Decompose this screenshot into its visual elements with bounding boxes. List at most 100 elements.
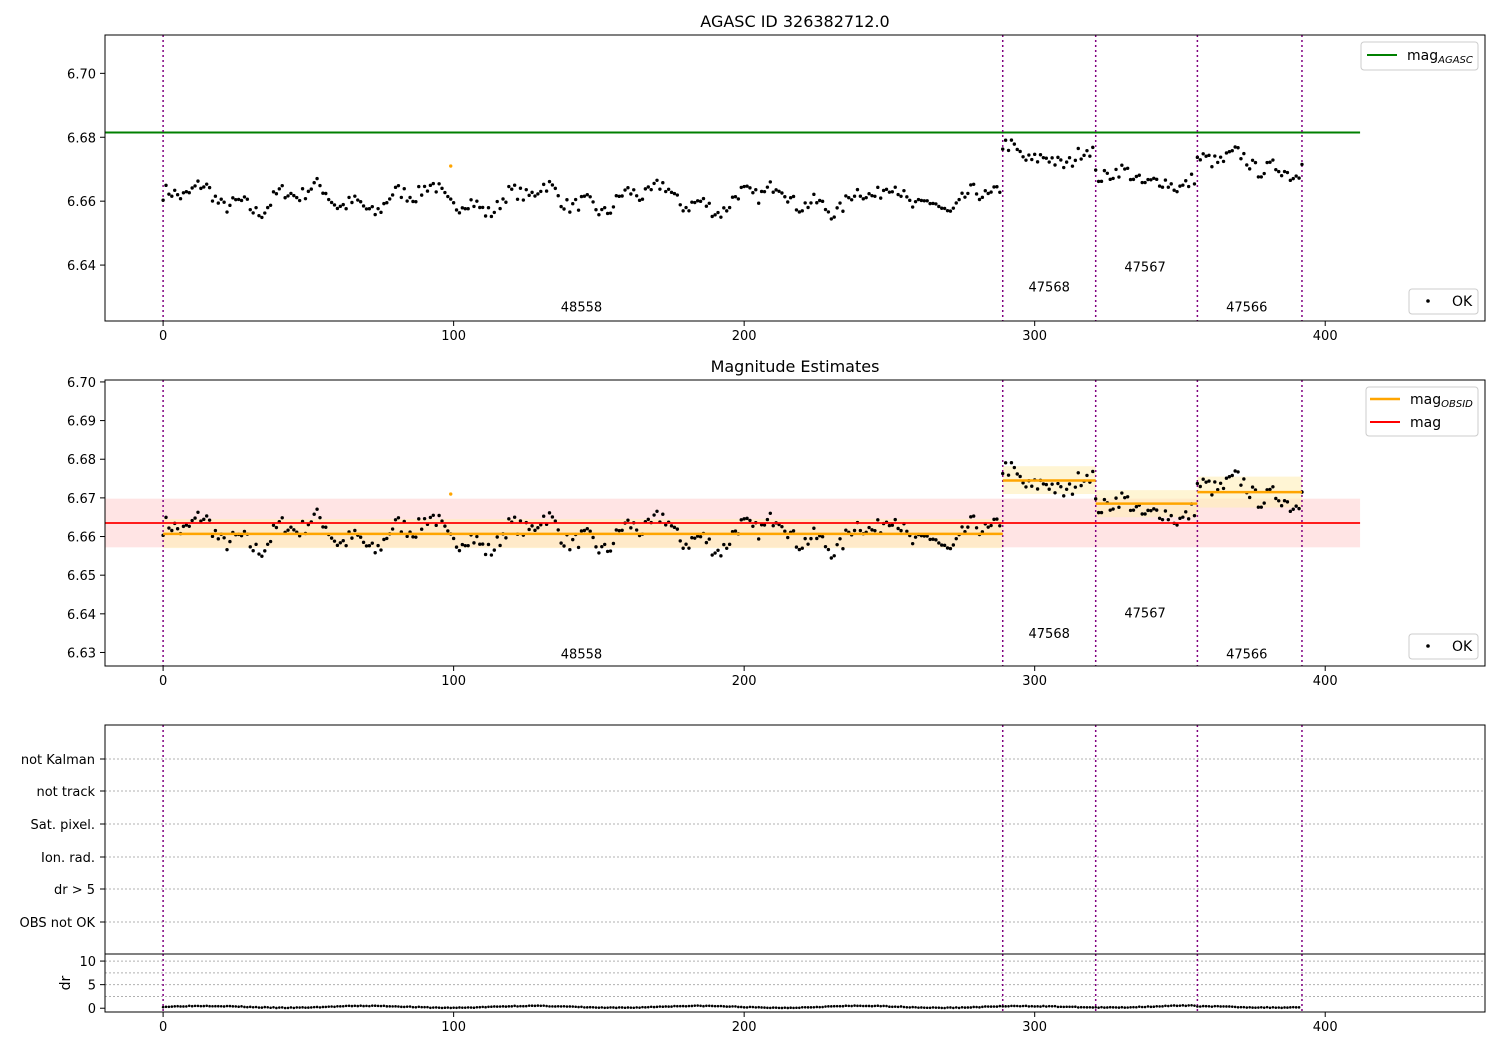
data-point <box>719 215 723 219</box>
data-point <box>890 523 895 527</box>
dr-point <box>975 1005 978 1009</box>
dr-point <box>562 1004 566 1008</box>
data-point <box>251 549 255 553</box>
data-point <box>1062 494 1066 498</box>
data-point <box>791 194 796 199</box>
dr-point <box>1248 1005 1251 1009</box>
data-point <box>483 214 488 218</box>
dr-point <box>635 1006 638 1009</box>
dr-point <box>1076 1006 1080 1009</box>
dr-point <box>844 1004 848 1007</box>
data-point <box>536 526 540 530</box>
data-point <box>541 514 546 518</box>
dr-point <box>388 1005 392 1008</box>
data-point <box>1099 510 1104 515</box>
data-point <box>434 523 438 528</box>
dr-point <box>161 1005 165 1009</box>
flag-label: Ion. rad. <box>41 851 95 866</box>
data-point <box>1181 183 1185 187</box>
data-point <box>751 191 755 195</box>
dr-point <box>667 1005 670 1008</box>
data-point <box>440 186 444 191</box>
dr-point <box>664 1005 668 1008</box>
data-point <box>1134 505 1139 509</box>
data-point <box>937 541 941 545</box>
dr-point <box>1216 1004 1220 1008</box>
data-point <box>1245 163 1249 167</box>
data-point <box>478 542 482 546</box>
data-point <box>780 191 784 195</box>
dr-point <box>490 1005 493 1009</box>
dr-point <box>777 1006 781 1010</box>
data-point <box>248 545 252 549</box>
data-point <box>515 197 520 201</box>
data-point <box>318 183 322 188</box>
data-point <box>797 547 802 552</box>
data-point <box>300 187 305 191</box>
data-point <box>193 516 197 520</box>
data-point <box>353 528 357 533</box>
data-point <box>324 525 328 529</box>
dr-point <box>966 1006 970 1009</box>
data-point <box>870 528 874 532</box>
data-point <box>603 205 607 210</box>
data-point <box>295 195 299 200</box>
data-point <box>576 208 581 212</box>
data-point <box>242 529 247 534</box>
dr-point <box>379 1004 383 1008</box>
estimates-panel: Magnitude Estimates 48558 47568 47567 47566… <box>67 357 1486 689</box>
data-point <box>478 205 482 210</box>
dr-point <box>809 1006 813 1009</box>
dr-point <box>170 1005 174 1008</box>
data-point <box>1114 167 1118 172</box>
data-point <box>838 201 842 205</box>
dr-point <box>879 1004 883 1008</box>
data-point <box>1088 154 1092 158</box>
data-point <box>1291 176 1295 181</box>
data-point <box>1274 167 1278 172</box>
dr-point <box>719 1004 723 1008</box>
agasc-panel: AGASC ID 326382712.0 48558 47568 47567 4756… <box>67 12 1486 344</box>
data-point <box>1288 178 1293 183</box>
dr-point <box>1039 1005 1042 1008</box>
dr-point <box>431 1006 435 1009</box>
dr-point <box>620 1006 624 1009</box>
data-point <box>762 523 767 527</box>
data-point <box>178 197 183 201</box>
data-point <box>765 185 770 189</box>
dr-point <box>336 1005 339 1008</box>
dr-point <box>280 1006 284 1009</box>
dr-point <box>493 1005 496 1008</box>
data-point <box>280 183 284 188</box>
data-point <box>852 194 857 198</box>
data-point <box>1001 147 1005 151</box>
dr-point <box>167 1005 171 1009</box>
x-tick-label: 200 <box>732 329 757 344</box>
dr-point <box>1277 1006 1281 1009</box>
x-tick-label: 200 <box>732 1020 757 1035</box>
obsid-label: 47568 <box>1029 627 1070 642</box>
data-point <box>893 517 897 522</box>
dr-point <box>832 1004 836 1008</box>
dr-point <box>1129 1005 1132 1009</box>
data-point <box>1015 147 1019 152</box>
dr-point <box>385 1005 389 1008</box>
dr-point <box>827 1005 830 1008</box>
dr-point <box>472 1006 476 1009</box>
data-point <box>539 523 543 527</box>
data-point <box>1210 165 1214 169</box>
data-point <box>268 203 273 208</box>
dr-point <box>452 1006 455 1009</box>
data-point <box>495 199 499 204</box>
data-point <box>847 196 851 200</box>
data-point <box>204 182 209 186</box>
data-point <box>358 535 363 539</box>
dr-point <box>330 1005 333 1008</box>
data-point <box>283 196 287 200</box>
data-point <box>800 209 804 213</box>
dr-point <box>1074 1005 1077 1008</box>
dr-point <box>231 1005 235 1008</box>
dr-point <box>655 1005 659 1009</box>
data-point <box>332 203 337 207</box>
